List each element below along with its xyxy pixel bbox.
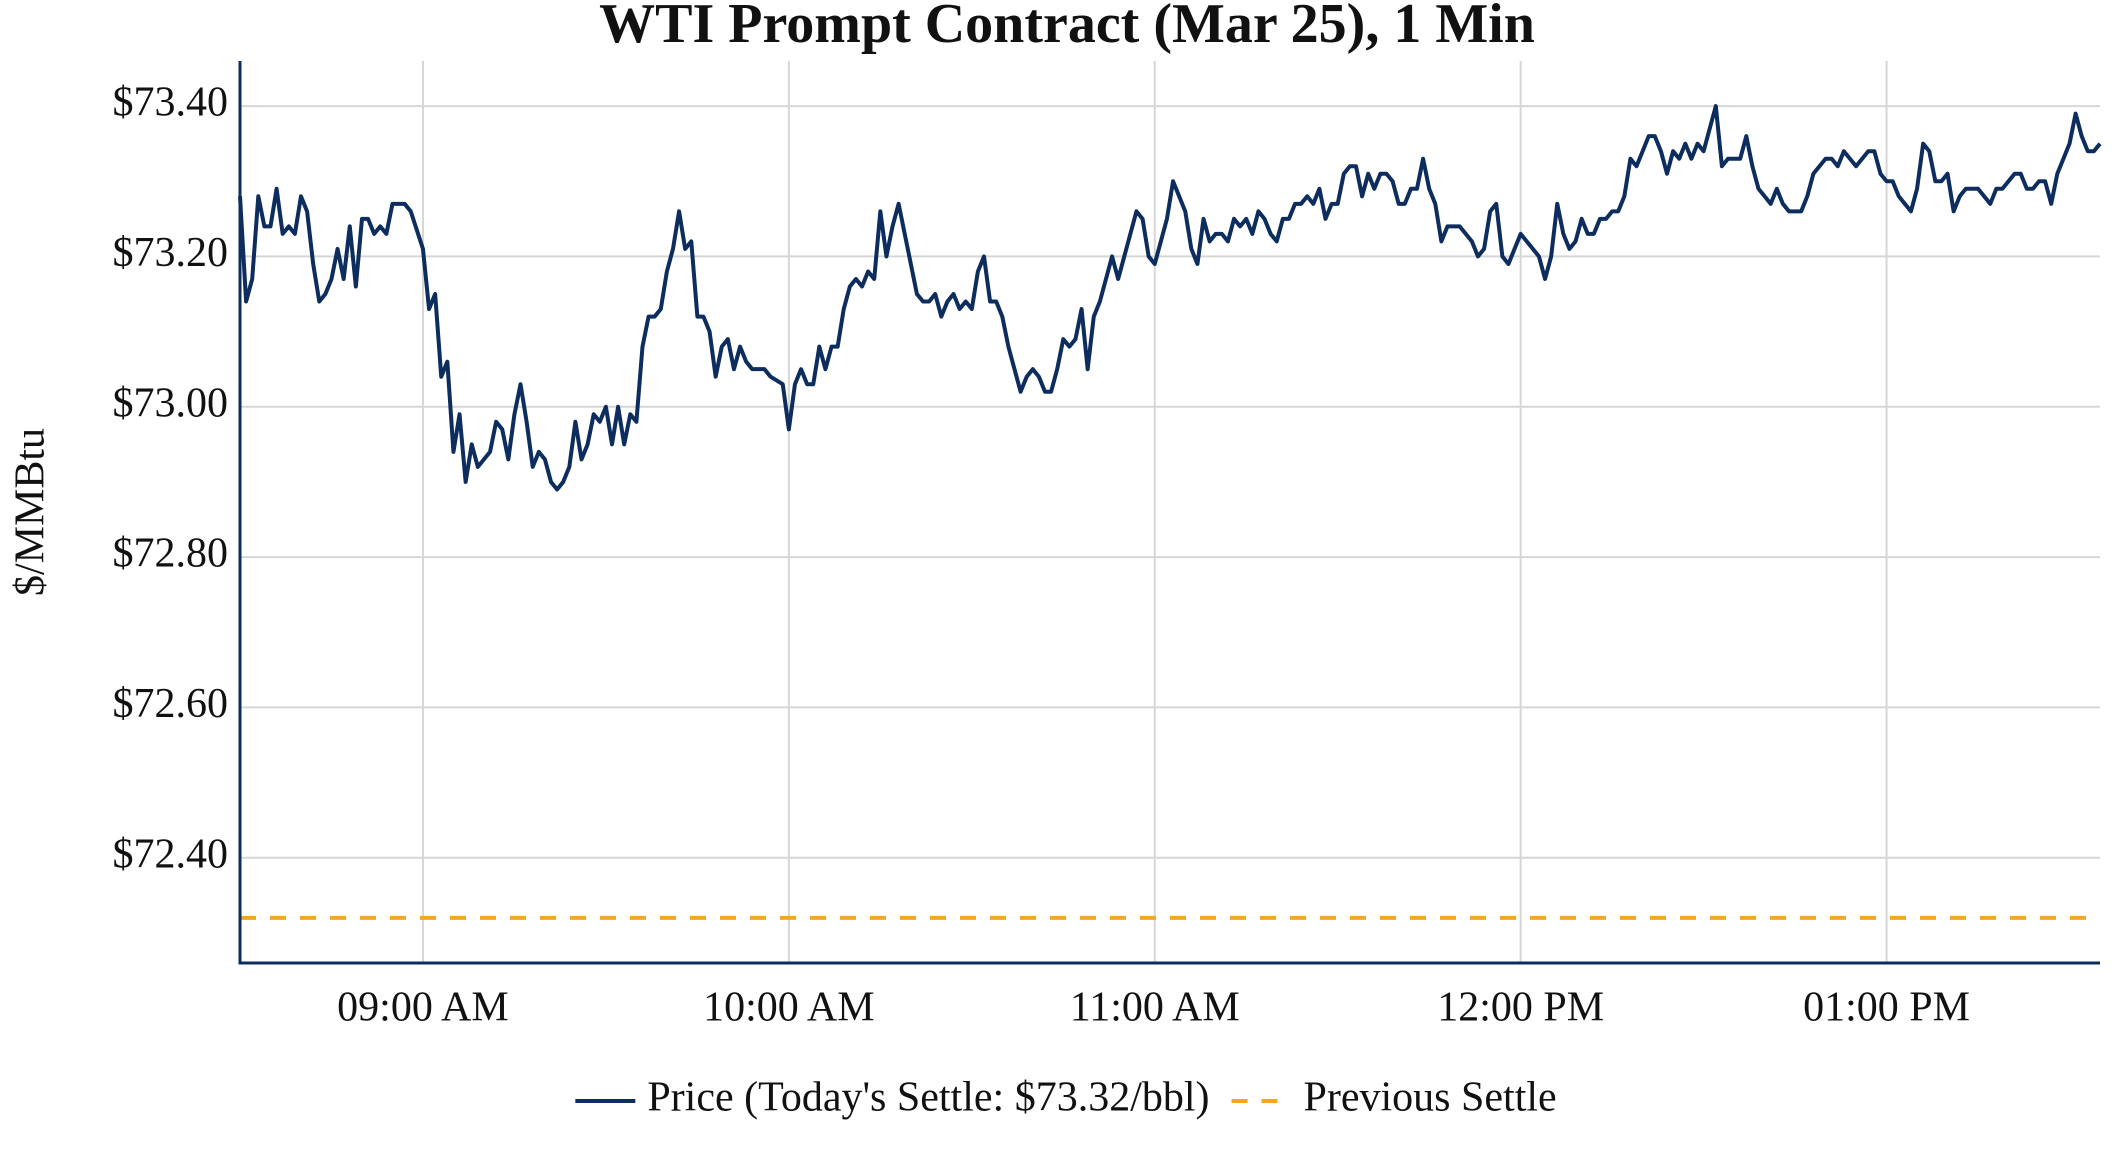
x-tick-label: 12:00 PM [1437, 985, 1604, 1031]
y-tick-label: $72.40 [113, 831, 229, 877]
x-tick-label: 09:00 AM [337, 985, 509, 1031]
y-tick-label: $73.40 [113, 80, 229, 126]
y-tick-label: $73.00 [113, 380, 229, 426]
legend-label: Price (Today's Settle: $73.32/bbl) [647, 1075, 1209, 1121]
y-tick-label: $72.60 [113, 681, 229, 727]
y-tick-label: $72.80 [113, 531, 229, 577]
legend-label: Previous Settle [1304, 1075, 1557, 1121]
y-tick-label: $73.20 [113, 230, 229, 276]
x-tick-label: 10:00 AM [703, 985, 875, 1031]
legend: Price (Today's Settle: $73.32/bbl) Previo… [575, 1075, 1557, 1121]
price-line [238, 104, 2102, 492]
y-axis-label: $/MMBtu [8, 428, 54, 596]
chart-title: WTI Prompt Contract (Mar 25), 1 Min [599, 0, 1535, 55]
x-tick-label: 11:00 AM [1070, 985, 1240, 1031]
x-tick-label: 01:00 PM [1803, 985, 1970, 1031]
